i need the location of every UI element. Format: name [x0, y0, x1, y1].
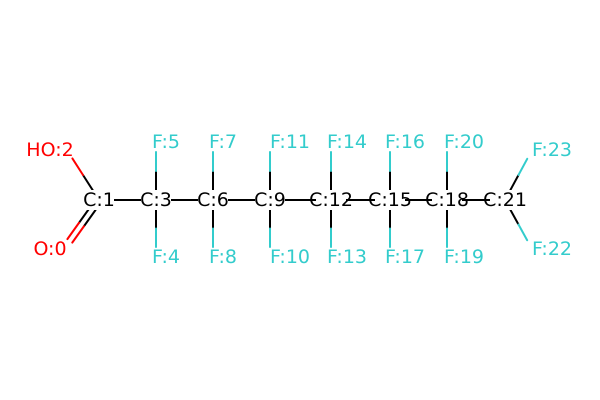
atom-label-bg-c1: [84, 190, 114, 210]
atom-label-f19: F:19: [444, 246, 484, 268]
bond-c1-o0-1-a: [82, 208, 97, 228]
atom-label-f22: F:22: [532, 238, 572, 260]
atom-label-f11: F:11: [270, 131, 310, 153]
atom-label-f5: F:5: [152, 131, 180, 153]
bond-c21-f23-b: [517, 157, 529, 176]
bond-c21-f22-b: [517, 223, 529, 242]
atom-label-c1: C:1: [83, 189, 115, 211]
bond-c1-o2-b: [71, 157, 84, 176]
atom-label-f23: F:23: [532, 139, 572, 161]
atom-label-o0: O:0: [33, 238, 66, 260]
atom-label-o2: HO:2: [26, 139, 73, 161]
bond-c1-o0-1-b: [71, 225, 85, 244]
atom-label-bg-c3: [141, 190, 171, 210]
atom-label-bg-c12: [316, 190, 346, 210]
atom-label-c12: C:12: [309, 189, 353, 211]
atom-label-c18: C:18: [425, 189, 469, 211]
atom-label-bg-c21: [490, 190, 520, 210]
atom-label-f4: F:4: [152, 246, 180, 268]
bond-c21-f23-a: [508, 174, 520, 193]
atom-label-f14: F:14: [327, 131, 367, 153]
atom-label-c9: C:9: [254, 189, 286, 211]
atom-label-c21: C:21: [483, 189, 527, 211]
atom-label-f16: F:16: [385, 131, 425, 153]
bond-c1-o0-0-b: [66, 221, 81, 241]
atom-label-f7: F:7: [209, 131, 237, 153]
atom-label-bg-c18: [432, 190, 462, 210]
atom-label-c6: C:6: [197, 189, 229, 211]
atom-label-c3: C:3: [140, 189, 172, 211]
atom-label-f20: F:20: [444, 131, 484, 153]
atom-label-bg-c6: [198, 190, 228, 210]
atom-label-f17: F:17: [385, 246, 425, 268]
bond-c21-f22-a: [508, 207, 520, 226]
atom-label-c15: C:15: [368, 189, 412, 211]
atom-label-f8: F:8: [209, 246, 237, 268]
bond-c1-o2-a: [82, 174, 95, 193]
atoms-layer: C:1 HO:2 O:0 C:3 F:5 F:4 C:6 F:7 F:8 C:9 F:11 F:10 C…: [26, 131, 572, 268]
atom-label-f13: F:13: [327, 246, 367, 268]
atom-label-f10: F:10: [270, 246, 310, 268]
atom-label-bg-c9: [255, 190, 285, 210]
atom-label-bg-c15: [375, 190, 405, 210]
